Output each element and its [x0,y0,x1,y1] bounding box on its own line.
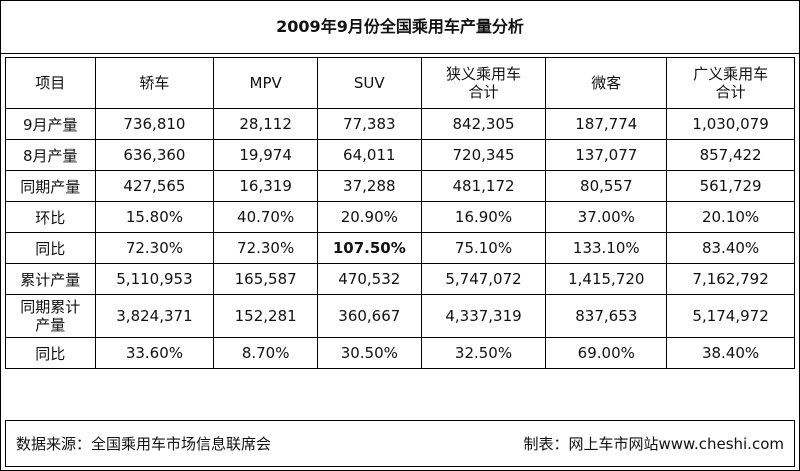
table-cell: 4,337,319 [420,294,547,338]
table-cell: 64,011 [316,139,422,171]
table-cell: 72.30% [94,232,215,264]
table-cell: 427,565 [94,170,215,202]
table-row: 8月产量 636,360 19,974 64,011 720,345 137,0… [5,139,795,171]
table-cell: 83.40% [666,232,795,264]
header-cell-microvan: 微客 [545,57,668,109]
header-cell-narrow-total: 狭义乘用车 合计 [420,57,547,109]
table-cell: 5,110,953 [94,263,215,295]
table-row: 同比 72.30% 72.30% 107.50% 75.10% 133.10% … [5,232,795,264]
row-label: 同期产量 [5,170,96,202]
table-row: 环比 15.80% 40.70% 20.90% 16.90% 37.00% 20… [5,201,795,233]
table-cell: 20.10% [666,201,795,233]
table-cell: 165,587 [213,263,318,295]
table-cell: 16,319 [213,170,318,202]
table-cell: 77,383 [316,108,422,140]
header-row: 项目 轿车 MPV SUV 狭义乘用车 合计 微客 广义乘用车 合计 [5,57,795,109]
table-cell: 3,824,371 [94,294,215,338]
table-cell: 15.80% [94,201,215,233]
table-cell: 837,653 [545,294,668,338]
table-row: 9月产量 736,810 28,112 77,383 842,305 187,7… [5,108,795,140]
table-cell: 5,747,072 [420,263,547,295]
table-cell: 481,172 [420,170,547,202]
table-row: 同比 33.60% 8.70% 30.50% 32.50% 69.00% 38.… [5,337,795,369]
table-cell: 187,774 [545,108,668,140]
row-label: 累计产量 [5,263,96,295]
table-cell: 32.50% [420,337,547,369]
table-cell: 7,162,792 [666,263,795,295]
table-cell: 636,360 [94,139,215,171]
table-row: 同期产量 427,565 16,319 37,288 481,172 80,55… [5,170,795,202]
table-cell: 19,974 [213,139,318,171]
row-label: 9月产量 [5,108,96,140]
data-source-text: 数据来源：全国乘用车市场信息联席会 [16,435,272,453]
table-cell: 1,415,720 [545,263,668,295]
table-cell: 16.90% [420,201,547,233]
header-cell-item: 项目 [5,57,96,109]
table-cell: 40.70% [213,201,318,233]
table-cell: 137,077 [545,139,668,171]
row-label: 同比 [5,337,96,369]
header-cell-suv: SUV [316,57,422,109]
table-row: 同期累计 产量 3,824,371 152,281 360,667 4,337,… [5,294,795,338]
table-cell: 20.90% [316,201,422,233]
table-cell: 37,288 [316,170,422,202]
table-cell: 30.50% [316,337,422,369]
table-cell: 133.10% [545,232,668,264]
table-cell: 736,810 [94,108,215,140]
table-cell: 37.00% [545,201,668,233]
table-maker-text: 制表：网上车市网站www.cheshi.com [523,435,784,453]
table-cell: 857,422 [666,139,795,171]
header-cell-broad-total: 广义乘用车 合计 [666,57,795,109]
row-label: 同期累计 产量 [5,294,96,338]
table-title: 2009年9月份全国乘用车产量分析 [1,1,799,54]
table-cell: 69.00% [545,337,668,369]
row-label: 8月产量 [5,139,96,171]
table-cell: 720,345 [420,139,547,171]
table-cell: 561,729 [666,170,795,202]
table-cell: 360,667 [316,294,422,338]
row-label: 环比 [5,201,96,233]
table-cell-highlight: 107.50% [316,232,422,264]
production-table: 项目 轿车 MPV SUV 狭义乘用车 合计 微客 广义乘用车 合计 9月产量 … [5,57,795,369]
table-cell: 72.30% [213,232,318,264]
table-cell: 470,532 [316,263,422,295]
table-footer: 数据来源：全国乘用车市场信息联席会 制表：网上车市网站www.cheshi.co… [5,420,795,467]
row-label: 同比 [5,232,96,264]
header-cell-sedan: 轿车 [94,57,215,109]
table-cell: 152,281 [213,294,318,338]
table-cell: 5,174,972 [666,294,795,338]
header-cell-mpv: MPV [213,57,318,109]
table-cell: 38.40% [666,337,795,369]
table-cell: 75.10% [420,232,547,264]
table-row: 累计产量 5,110,953 165,587 470,532 5,747,072… [5,263,795,295]
table-cell: 8.70% [213,337,318,369]
table-cell: 28,112 [213,108,318,140]
table-cell: 1,030,079 [666,108,795,140]
table-cell: 842,305 [420,108,547,140]
table-cell: 80,557 [545,170,668,202]
table-cell: 33.60% [94,337,215,369]
